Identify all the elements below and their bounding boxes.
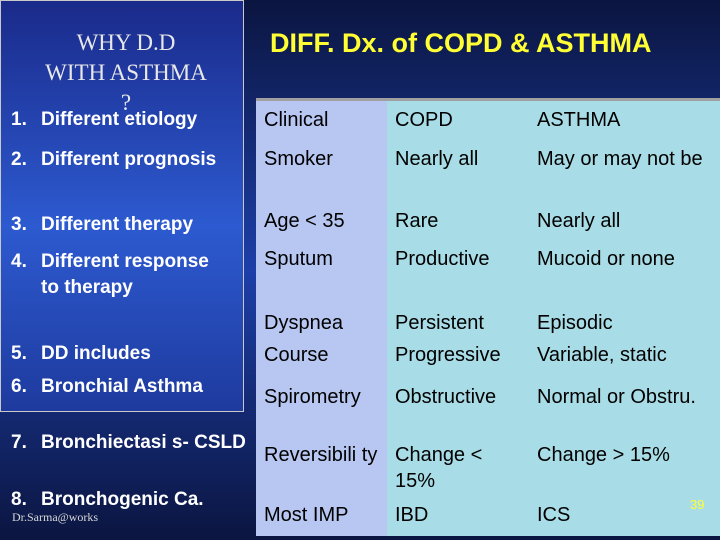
table-cell: Variable, static	[529, 336, 720, 378]
table-cell: Most IMP	[256, 496, 387, 536]
table-cell: Change < 15%	[387, 436, 529, 496]
left-title-line-2: WITH ASTHMA	[45, 60, 207, 85]
list-item-number: 2.	[11, 149, 27, 170]
table-row: Dyspnea Persistent Episodic	[256, 304, 720, 336]
table-cell: Productive	[387, 240, 529, 304]
table-cell: Dyspnea	[256, 304, 387, 336]
table-header-cell: ASTHMA	[529, 98, 720, 140]
table-header-cell: COPD	[387, 98, 529, 140]
list-item-text: Different response to therapy	[41, 251, 230, 298]
list-item-text: Bronchial Asthma	[41, 376, 203, 397]
table-cell: Nearly all	[387, 140, 529, 202]
table-cell: Episodic	[529, 304, 720, 336]
table-cell: ICS	[529, 496, 720, 536]
page-number: 39	[690, 497, 705, 512]
table-cell: Age < 35	[256, 202, 387, 240]
table-cell: May or may not be	[529, 140, 720, 202]
list-item-text: Different etiology	[41, 109, 198, 130]
author-credit: Dr.Sarma@works	[12, 510, 99, 524]
table-cell: Mucoid or none	[529, 240, 720, 304]
table-row: Age < 35 Rare Nearly all	[256, 202, 720, 240]
table-cell: Spirometry	[256, 378, 387, 436]
list-item-text: Different prognosis	[41, 149, 217, 170]
page-title: DIFF. Dx. of COPD & ASTHMA	[270, 28, 652, 58]
table-cell: Obstructive	[387, 378, 529, 436]
list-item-text: Different therapy	[41, 214, 194, 235]
table-cell: Course	[256, 336, 387, 378]
table-cell: Nearly all	[529, 202, 720, 240]
table-cell: Change > 15%	[529, 436, 720, 496]
list-item-text: Bronchogenic Ca.	[41, 489, 204, 510]
left-panel	[0, 0, 244, 412]
table-cell: Reversibili ty	[256, 436, 387, 496]
list-item-number: 7.	[11, 432, 27, 453]
table-cell: Sputum	[256, 240, 387, 304]
table-row: Most IMP IBD ICS	[256, 496, 720, 536]
list-item-number: 8.	[11, 489, 27, 510]
table-header-cell: Clinical	[256, 98, 387, 140]
left-title-line-3: ?	[120, 90, 132, 115]
table-row: Spirometry Obstructive Normal or Obstru.	[256, 378, 720, 436]
list-item-number: 1.	[11, 109, 27, 130]
list-item-number: 4.	[11, 251, 27, 272]
list-item-number: 6.	[11, 376, 27, 397]
table-row: Sputum Productive Mucoid or none	[256, 240, 720, 304]
table-cell: Normal or Obstru.	[529, 378, 720, 436]
table-cell: Smoker	[256, 140, 387, 202]
list-item-number: 5.	[11, 343, 27, 364]
table-cell: IBD	[387, 496, 529, 536]
table-row: Course Progressive Variable, static	[256, 336, 720, 378]
table-cell: Rare	[387, 202, 529, 240]
table-row: Clinical COPD ASTHMA	[256, 98, 720, 140]
list-item-text: Bronchiectasi s- CSLD	[41, 432, 246, 453]
table-row: Reversibili ty Change < 15% Change > 15%	[256, 436, 720, 496]
table-cell: Persistent	[387, 304, 529, 336]
list-item-text: DD includes	[41, 343, 151, 364]
left-panel-title: WHY D.D WITH ASTHMA ?	[0, 28, 252, 118]
comparison-table: Clinical COPD ASTHMA Smoker Nearly all M…	[256, 98, 720, 536]
list-item-number: 3.	[11, 214, 27, 235]
table-row: Smoker Nearly all May or may not be	[256, 140, 720, 202]
table-cell: Progressive	[387, 336, 529, 378]
left-title-line-1: WHY D.D	[76, 30, 176, 55]
